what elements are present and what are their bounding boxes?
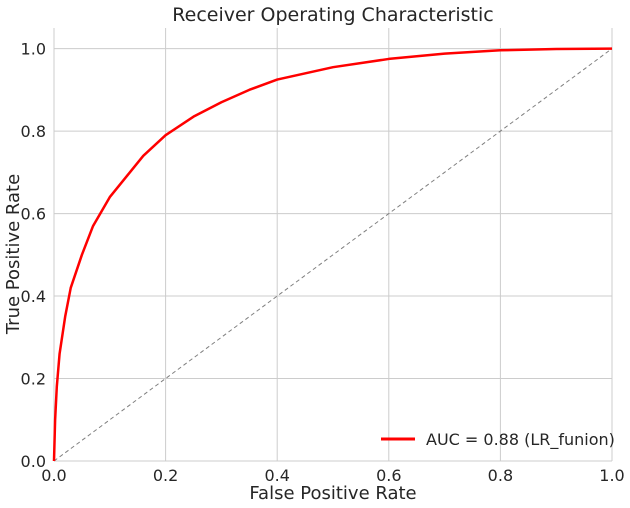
x-tick-label: 0.2 — [153, 466, 178, 485]
y-axis-ticks: 0.0 0.2 0.4 0.6 0.8 1.0 — [21, 40, 46, 471]
x-axis-label: False Positive Rate — [249, 483, 416, 504]
legend: AUC = 0.88 (LR_funion) — [381, 430, 615, 450]
x-tick-label: 0.6 — [376, 466, 401, 485]
y-axis-label: True Positive Rate — [3, 174, 24, 335]
y-tick-label: 0.2 — [21, 370, 46, 389]
x-tick-label: 0.8 — [488, 466, 513, 485]
x-tick-label: 1.0 — [599, 466, 624, 485]
y-tick-label: 0.8 — [21, 122, 46, 141]
y-tick-label: 0.0 — [21, 452, 46, 471]
legend-label: AUC = 0.88 (LR_funion) — [426, 430, 615, 450]
plot-frame — [53, 28, 612, 462]
grid — [53, 28, 613, 462]
series-layer — [52, 47, 613, 462]
y-tick-label: 1.0 — [21, 40, 46, 59]
chance-diagonal-line — [53, 48, 613, 462]
roc-curve-line — [52, 47, 613, 462]
x-tick-label: 0.4 — [264, 466, 289, 485]
x-tick-label: 0.0 — [41, 466, 66, 485]
y-tick-label: 0.4 — [21, 287, 46, 306]
chart-title: Receiver Operating Characteristic — [172, 4, 493, 26]
x-axis-ticks: 0.0 0.2 0.4 0.6 0.8 1.0 — [41, 466, 624, 485]
y-tick-label: 0.6 — [21, 205, 46, 224]
